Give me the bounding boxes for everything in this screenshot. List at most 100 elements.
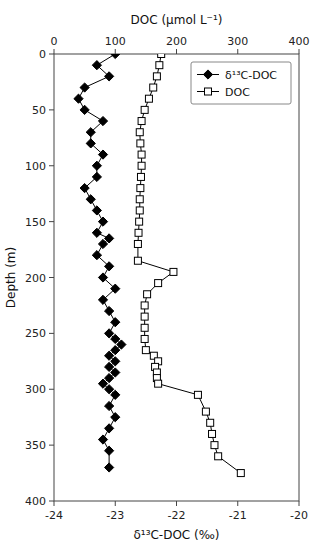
x-axis-label: δ¹³C-DOC (‰)	[133, 528, 219, 542]
data-point	[237, 470, 244, 477]
data-point	[92, 206, 101, 215]
x-tick-label: -21	[229, 509, 247, 522]
data-point	[138, 118, 145, 125]
data-point	[98, 295, 107, 304]
legend-marker	[205, 88, 212, 95]
data-point	[92, 61, 101, 70]
data-point	[92, 228, 101, 237]
data-point	[111, 318, 120, 327]
x-tick	[299, 501, 300, 506]
data-point	[211, 442, 218, 449]
y-tick-label: 350	[25, 439, 46, 452]
data-point	[92, 172, 101, 181]
x2-tick	[299, 49, 300, 54]
data-point	[156, 62, 163, 69]
legend: δ¹³C-DOC DOC	[191, 62, 291, 104]
data-point	[142, 347, 149, 354]
data-point	[153, 73, 160, 80]
data-point	[136, 196, 143, 203]
data-point	[80, 83, 89, 92]
y-tick-label: 400	[25, 495, 46, 508]
y-tick	[49, 221, 54, 222]
data-point	[98, 435, 107, 444]
axes: -24-23-22-21-200100200300400050100150200…	[25, 35, 310, 522]
series-line	[79, 54, 122, 467]
data-point	[141, 335, 148, 342]
data-point	[98, 150, 107, 159]
data-point	[141, 302, 148, 309]
series-line	[138, 54, 241, 473]
y-tick	[49, 54, 54, 55]
x2-tick-label: 400	[289, 35, 310, 48]
x-tick	[237, 501, 238, 506]
data-point	[170, 268, 177, 275]
data-point	[155, 380, 162, 387]
series-1	[134, 54, 244, 477]
legend-marker	[203, 70, 212, 79]
data-point	[141, 313, 148, 320]
x2-axis-label: DOC (μmol L⁻¹)	[131, 13, 223, 27]
data-point	[111, 284, 120, 293]
y-tick-label: 250	[25, 327, 46, 340]
data-point	[137, 140, 144, 147]
data-point	[209, 430, 216, 437]
data-point	[98, 273, 107, 282]
x-tick	[176, 501, 177, 506]
data-point	[92, 251, 101, 260]
data-point	[194, 391, 201, 398]
data-point	[145, 95, 152, 102]
series-0	[74, 54, 126, 472]
y-tick-label: 200	[25, 272, 46, 285]
y-tick	[49, 109, 54, 110]
x2-tick	[176, 49, 177, 54]
data-point	[215, 453, 222, 460]
y-tick	[49, 277, 54, 278]
x-tick-label: -24	[45, 509, 63, 522]
y-tick	[49, 445, 54, 446]
data-point	[155, 280, 162, 287]
x-tick	[54, 501, 55, 506]
x-tick-label: -23	[106, 509, 124, 522]
data-point	[137, 185, 144, 192]
chart: -24-23-22-21-200100200300400050100150200…	[0, 0, 313, 549]
x-tick-label: -22	[168, 509, 186, 522]
y-tick-label: 150	[25, 216, 46, 229]
data-point	[134, 257, 141, 264]
data-point	[105, 424, 114, 433]
data-point	[86, 139, 95, 148]
x2-tick-label: 100	[105, 35, 126, 48]
y-tick-label: 100	[25, 160, 46, 173]
data-point	[98, 116, 107, 125]
data-point	[74, 94, 83, 103]
data-point	[111, 54, 120, 59]
data-point	[105, 72, 114, 81]
y-tick	[49, 333, 54, 334]
legend-label: DOC	[225, 86, 250, 99]
y-tick	[49, 165, 54, 166]
data-point	[86, 195, 95, 204]
y-tick	[49, 501, 54, 502]
data-point	[105, 463, 114, 472]
x2-tick-label: 0	[51, 35, 58, 48]
data-point	[105, 306, 114, 315]
x-tick	[115, 501, 116, 506]
legend-label: δ¹³C-DOC	[225, 69, 277, 82]
data-point	[141, 324, 148, 331]
data-point	[136, 207, 143, 214]
plot-frame	[54, 54, 299, 501]
y-tick	[49, 389, 54, 390]
legend-box	[191, 62, 291, 104]
x2-tick	[54, 49, 55, 54]
data-point	[137, 173, 144, 180]
data-point	[138, 162, 145, 169]
data-point	[105, 401, 114, 410]
data-point	[136, 218, 143, 225]
data-point	[134, 240, 141, 247]
data-point	[98, 239, 107, 248]
data-point	[202, 408, 209, 415]
data-point	[86, 128, 95, 137]
data-point	[111, 390, 120, 399]
data-point	[80, 184, 89, 193]
data-point	[144, 291, 151, 298]
data-point	[150, 84, 157, 91]
